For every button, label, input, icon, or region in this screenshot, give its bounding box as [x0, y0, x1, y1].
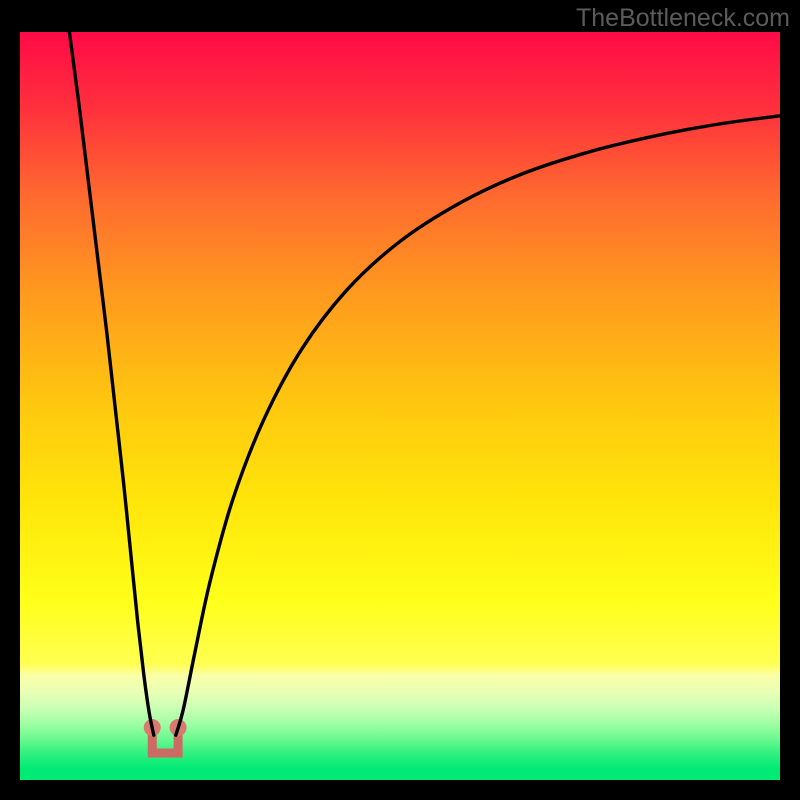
curve-left-branch [69, 32, 153, 735]
chart-container: TheBottleneck.com [0, 0, 800, 800]
plot-area [20, 32, 780, 780]
marker-base [148, 749, 183, 758]
curve-right-branch [176, 116, 780, 735]
curve-layer [20, 32, 780, 780]
watermark-text: TheBottleneck.com [576, 4, 790, 33]
